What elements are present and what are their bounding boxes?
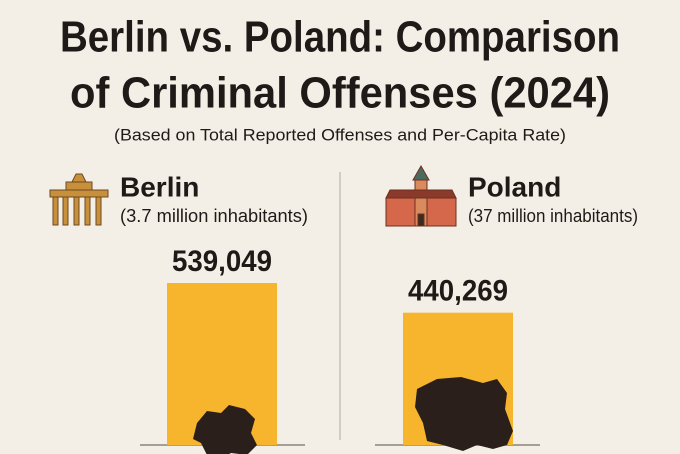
gate-icon	[49, 173, 109, 226]
region-map	[193, 405, 257, 454]
value-label: 440,269	[408, 275, 508, 308]
chart-subtitle: (Based on Total Reported Offenses and Pe…	[114, 125, 566, 144]
value-label: 539,049	[172, 245, 272, 278]
category-note: (3.7 million inhabitants)	[120, 206, 308, 226]
category-label: Poland	[468, 171, 561, 202]
chart-title: Berlin vs. Poland: Comparison	[60, 13, 620, 62]
castle-icon	[385, 164, 457, 227]
chart-title: of Criminal Offenses (2024)	[70, 69, 610, 118]
region-map	[415, 377, 513, 451]
category-note: (37 million inhabitants)	[468, 206, 638, 226]
category-label: Berlin	[120, 171, 199, 202]
